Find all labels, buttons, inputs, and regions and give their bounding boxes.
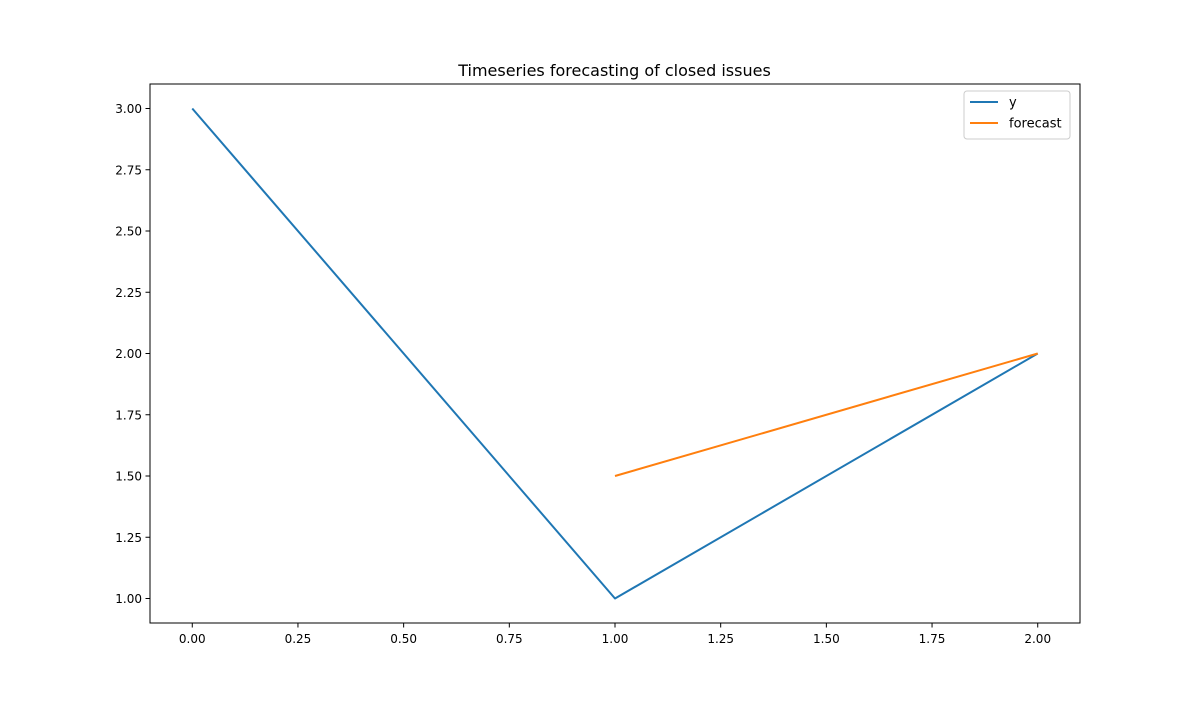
x-tick-label: 0.00 bbox=[179, 632, 206, 646]
x-tick-label: 1.25 bbox=[707, 632, 734, 646]
x-axis: 0.00 0.25 0.50 0.75 1.00 1.25 1.50 1.75 2.00 bbox=[179, 623, 1051, 646]
y-tick-label: 2.00 bbox=[115, 347, 142, 361]
y-tick-label: 1.25 bbox=[115, 531, 142, 545]
y-axis: 1.00 1.25 1.50 1.75 2.00 2.25 2.50 2.75 3.00 bbox=[115, 102, 150, 606]
x-tick-label: 1.50 bbox=[813, 632, 840, 646]
series-line-y bbox=[191, 107, 1039, 600]
x-tick-label: 2.00 bbox=[1024, 632, 1051, 646]
y-tick-label: 2.50 bbox=[115, 225, 142, 239]
x-tick-label: 0.25 bbox=[285, 632, 312, 646]
legend: y forecast bbox=[963, 90, 1071, 140]
legend-label-y: y bbox=[1009, 96, 1017, 111]
y-tick-label: 2.75 bbox=[115, 163, 142, 177]
x-tick-label: 1.00 bbox=[602, 632, 629, 646]
series-line-forecast bbox=[614, 352, 1039, 477]
chart-title: Timeseries forecasting of closed issues bbox=[457, 61, 771, 80]
x-tick-label: 0.75 bbox=[496, 632, 523, 646]
y-tick-label: 1.00 bbox=[115, 592, 142, 606]
series-layer bbox=[191, 107, 1039, 600]
legend-label-forecast: forecast bbox=[1009, 117, 1062, 132]
y-tick-label: 1.75 bbox=[115, 408, 142, 422]
legend-box bbox=[963, 90, 1071, 140]
x-tick-label: 0.50 bbox=[390, 632, 417, 646]
y-tick-label: 1.50 bbox=[115, 470, 142, 484]
y-tick-label: 3.00 bbox=[115, 102, 142, 116]
y-tick-label: 2.25 bbox=[115, 286, 142, 300]
x-tick-label: 1.75 bbox=[919, 632, 946, 646]
